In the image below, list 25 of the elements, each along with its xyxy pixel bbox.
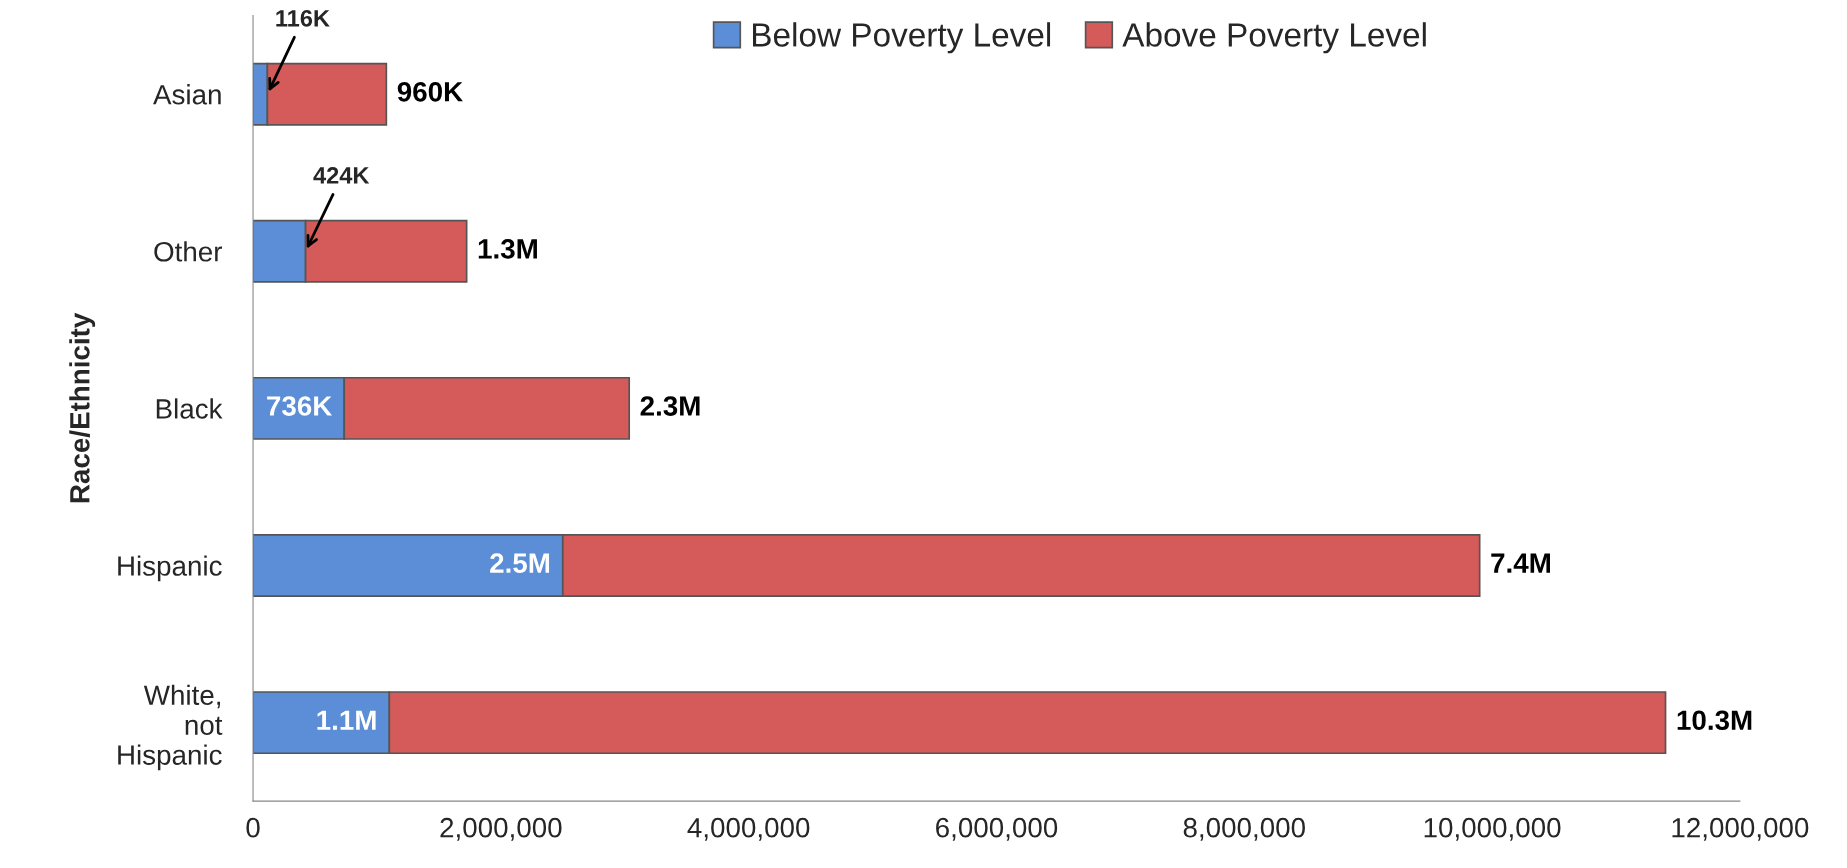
y-tick-label: Black [156,398,223,419]
y-tick-label: Hispanic [118,555,222,582]
y-tick-label: Other [154,241,223,262]
x-tick-label: 12,000,000 [1672,817,1809,841]
x-tick-label: 4,000,000 [687,817,810,841]
legend-label: Below Poverty Level [753,22,1051,54]
x-tick-label: 8,000,000 [1183,817,1305,841]
data-label: 2.5M [490,553,550,573]
data-label: 116K [276,9,330,27]
y-tick-label: Asian [153,84,221,105]
data-label: 424K [313,167,370,184]
data-label: 736K [267,396,333,416]
x-tick-label: 2,000,000 [440,817,562,841]
legend-label: Above Poverty Level [1122,22,1426,54]
data-label: 1.1M [317,710,376,730]
data-label: 2.3M [640,396,700,416]
data-label: 1.3M [478,239,537,259]
data-label: 960K [397,81,463,102]
data-label: 10.3M [1677,710,1752,731]
data-label: 7.4M [1491,553,1550,573]
x-tick-label: 6,000,000 [936,817,1058,841]
x-tick-label: 0 [246,817,260,838]
x-tick-label: 10,000,000 [1424,817,1561,841]
y-tick-label: White, not Hispanic [118,684,223,771]
y-axis-title: Race/Ethnicity [69,312,96,503]
